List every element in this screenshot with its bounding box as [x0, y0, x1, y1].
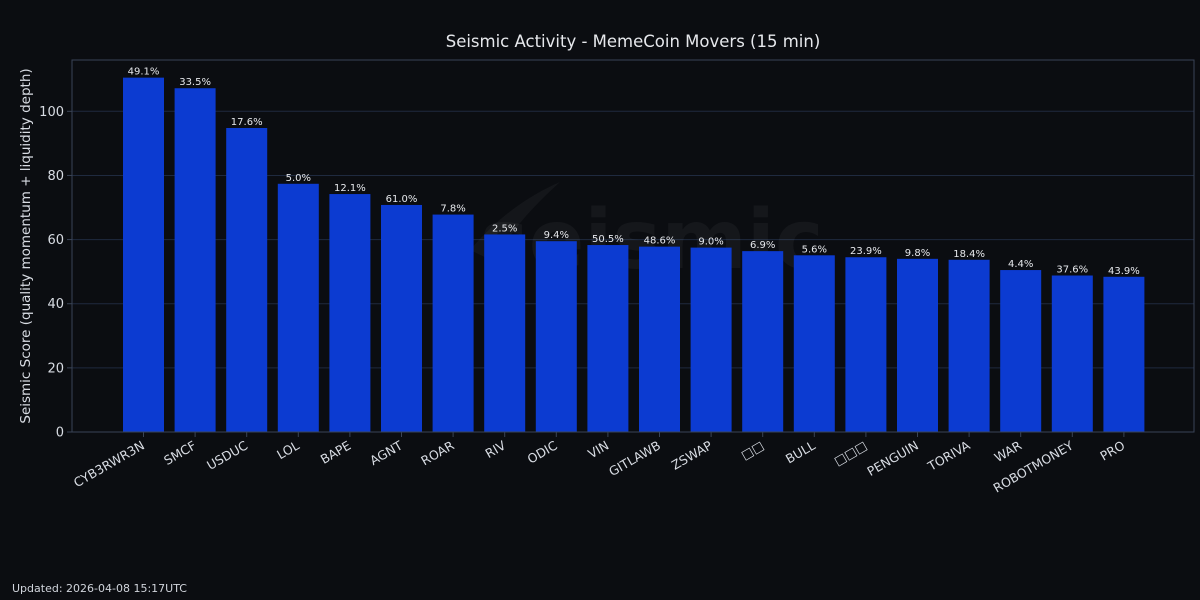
bar	[1051, 275, 1093, 432]
bar	[381, 204, 422, 432]
bar	[226, 127, 268, 432]
y-axis-label: Seismic Score (quality momentum + liquid…	[18, 68, 34, 423]
x-tick-label: ODIC	[525, 437, 560, 466]
x-tick-label: PENGUIN	[864, 438, 921, 479]
x-tick-label: AGNT	[367, 437, 405, 468]
x-tick-label: ZSWAP	[669, 437, 715, 472]
x-tick-label: SMCF	[161, 438, 198, 468]
data-label: 12.1%	[334, 183, 366, 194]
bar	[793, 255, 835, 432]
bar	[484, 234, 526, 432]
data-label: 7.8%	[440, 204, 465, 215]
data-label: 43.9%	[1108, 266, 1140, 277]
data-label: 17.6%	[231, 117, 263, 128]
data-label: 6.9%	[750, 240, 775, 251]
bar	[897, 258, 938, 432]
x-tick-label: TORIVA	[924, 437, 973, 474]
y-tick-label: 20	[47, 361, 64, 376]
x-axis: CYB3RWR3N SMCF USDUC LOL BAPE AGNT ROAR RIV ODIC…	[71, 432, 1128, 496]
data-label: 48.6%	[644, 236, 676, 247]
data-label: 9.4%	[544, 230, 569, 241]
bar	[329, 194, 371, 432]
bar	[948, 259, 990, 432]
data-label: 33.5%	[179, 77, 211, 88]
data-label: 9.0%	[698, 237, 723, 248]
updated-timestamp: Updated: 2026-04-08 15:17UTC	[12, 582, 187, 595]
data-label: 61.0%	[386, 194, 418, 205]
y-tick-label: 80	[47, 169, 64, 184]
data-label: 5.6%	[802, 244, 827, 255]
bars	[123, 77, 1145, 432]
data-label: 2.5%	[492, 223, 517, 234]
bar	[432, 214, 474, 432]
axes-border	[71, 59, 1195, 433]
y-tick-label: 0	[56, 426, 64, 441]
bar	[690, 247, 732, 432]
x-tick-label: WAR	[992, 437, 1025, 465]
bar	[742, 251, 784, 432]
bar	[1103, 276, 1145, 432]
x-tick-label: PRO	[1097, 438, 1127, 464]
bar	[587, 245, 629, 432]
bar	[535, 241, 577, 432]
x-tick-label: □□□	[831, 438, 869, 469]
bar	[174, 88, 216, 432]
x-tick-label: GITLAWB	[606, 438, 663, 480]
data-label: 23.9%	[850, 246, 882, 257]
axes-frame	[71, 59, 1195, 433]
data-label: 9.8%	[905, 248, 930, 259]
data-labels: 49.1% 33.5% 17.6% 5.0% 12.1% 61.0% 7.8% 2.5% 9.4…	[128, 67, 1140, 277]
bar	[639, 246, 680, 432]
x-tick-label: USDUC	[204, 437, 250, 472]
data-label: 5.0%	[286, 173, 311, 184]
y-axis: 0 20 40 60 80 100	[39, 105, 72, 441]
bar	[277, 183, 319, 432]
bar	[1000, 270, 1042, 432]
x-tick-label: □□	[738, 438, 766, 463]
x-tick-label: CYB3RWR3N	[71, 438, 147, 491]
x-tick-label: RIV	[483, 437, 509, 461]
x-tick-label: VIN	[585, 438, 611, 462]
y-tick-label: 60	[47, 233, 64, 248]
chart-title: Seismic Activity - MemeCoin Movers (15 m…	[446, 32, 821, 51]
x-tick-label: ROAR	[418, 437, 457, 468]
x-tick-label: BULL	[783, 438, 818, 467]
bar	[845, 257, 887, 432]
data-label: 49.1%	[128, 67, 160, 78]
y-tick-label: 100	[39, 105, 64, 120]
data-label: 18.4%	[953, 249, 985, 260]
data-label: 50.5%	[592, 234, 624, 245]
data-label: 37.6%	[1056, 265, 1088, 276]
y-tick-label: 40	[47, 297, 64, 312]
x-tick-label: BAPE	[318, 438, 354, 467]
x-tick-label: LOL	[274, 438, 302, 463]
data-label: 4.4%	[1008, 259, 1033, 270]
bar	[123, 77, 164, 432]
